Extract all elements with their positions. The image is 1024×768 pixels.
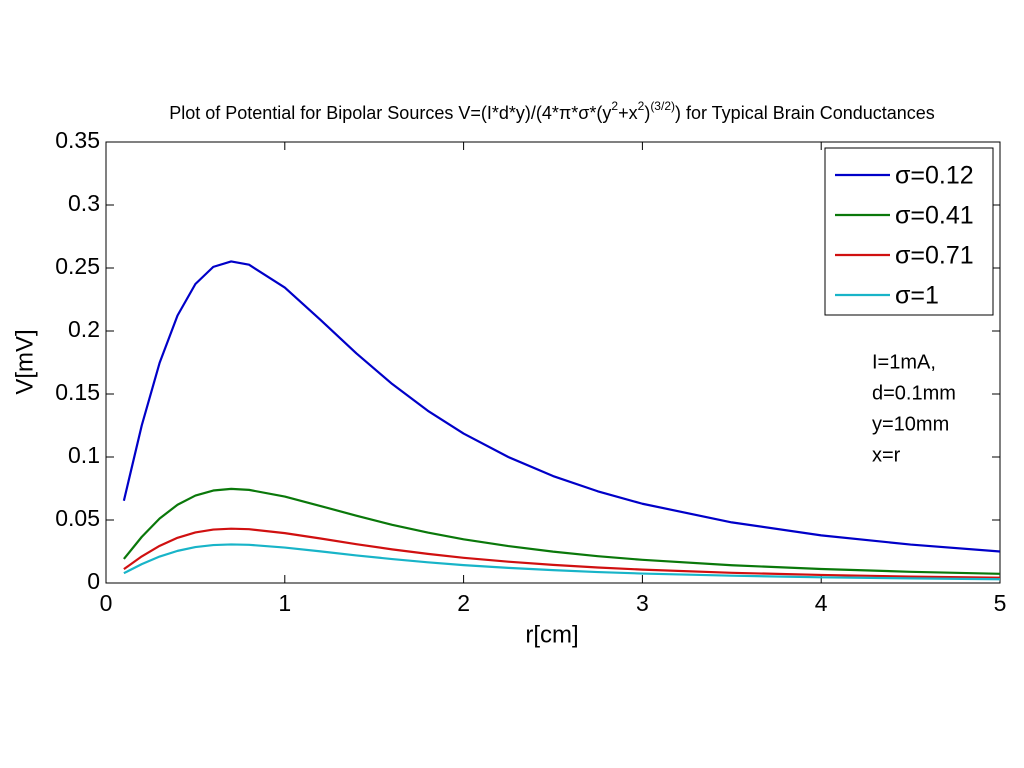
series-line	[122, 260, 1001, 553]
annotation-line: I=1mA,	[872, 351, 936, 373]
y-tick-label: 0.1	[68, 442, 100, 468]
annotation-line: x=r	[872, 444, 901, 466]
y-tick-label: 0	[87, 568, 100, 594]
annotation-line: d=0.1mm	[872, 382, 956, 404]
legend-label: σ=0.41	[895, 202, 974, 230]
x-axis-label: r[cm]	[525, 621, 578, 648]
plot-frame	[105, 141, 1001, 584]
series-line	[123, 527, 1001, 579]
x-tick-label: 0	[100, 590, 113, 616]
y-tick-label: 0.15	[55, 379, 100, 405]
title-text: ) for Typical Brain Conductances	[675, 103, 935, 123]
y-axis-label: V[mV]	[11, 329, 38, 394]
title-text: Plot of Potential for Bipolar Sources V=…	[169, 103, 611, 123]
y-tick-label: 0.35	[55, 127, 100, 153]
annotation-line: y=10mm	[872, 413, 949, 435]
y-tick-label: 0.3	[68, 190, 100, 216]
title-superscript: 2	[638, 99, 645, 113]
title-superscript: (3/2)	[650, 99, 675, 113]
x-tick-label: 3	[636, 590, 649, 616]
x-tick-label: 2	[457, 590, 470, 616]
series-line	[123, 543, 1001, 581]
title-text: )	[644, 103, 650, 123]
y-tick-label: 0.05	[55, 505, 100, 531]
x-tick-label: 1	[278, 590, 291, 616]
y-tick-label: 0.2	[68, 316, 100, 342]
legend-label: σ=0.12	[895, 162, 974, 190]
y-tick-label: 0.25	[55, 253, 100, 279]
x-tick-label: 5	[994, 590, 1007, 616]
chart-title: Plot of Potential for Bipolar Sources V=…	[169, 99, 935, 123]
x-tick-label: 4	[815, 590, 828, 616]
title-superscript: 2	[611, 99, 618, 113]
legend-label: σ=1	[895, 282, 939, 310]
title-text: +x	[618, 103, 638, 123]
legend-label: σ=0.71	[895, 242, 974, 270]
series-line	[123, 487, 1001, 575]
